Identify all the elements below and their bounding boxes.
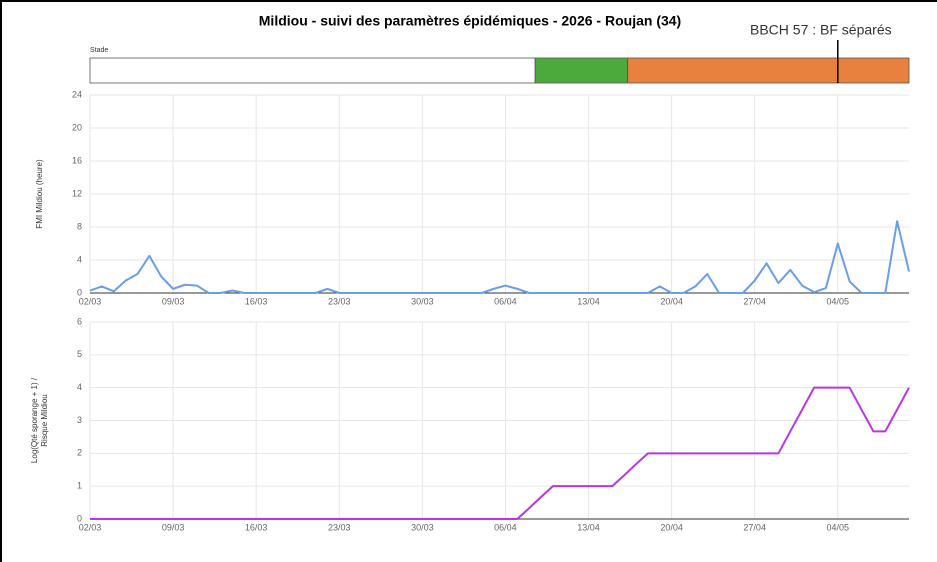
y-tick-label: 20 [72, 122, 82, 132]
y-tick-label: 0 [77, 513, 82, 523]
x-tick-label: 23/03 [328, 522, 351, 532]
x-tick-label: 13/04 [577, 296, 600, 306]
marker-annotation: BBCH 57 : BF séparés [750, 22, 892, 38]
y-tick-label: 4 [77, 254, 82, 264]
x-tick-label: 02/03 [79, 522, 102, 532]
stage-segment [89, 57, 536, 84]
y-tick-label: 5 [77, 349, 82, 359]
y-tick-label: 24 [72, 89, 82, 99]
x-tick-label: 27/04 [743, 296, 766, 306]
stage-label: Stade [90, 47, 108, 54]
y-axis-label: FMI Mildiou (heure) [35, 159, 44, 229]
x-tick-label: 09/03 [162, 296, 185, 306]
y-tick-label: 6 [77, 316, 82, 326]
x-tick-label: 30/03 [411, 522, 434, 532]
y-tick-label: 8 [77, 221, 82, 231]
y-tick-label: 4 [77, 382, 82, 392]
y-tick-label: 2 [77, 448, 82, 458]
series-line [90, 386, 910, 520]
y-axis-label: Log(Qté sporange + 1) / [30, 377, 39, 463]
x-tick-label: 16/03 [245, 296, 268, 306]
y-tick-label: 3 [77, 415, 82, 425]
x-tick-label: 23/03 [328, 296, 351, 306]
y-axis-label: Risque Mildiou [40, 394, 49, 446]
x-tick-label: 04/05 [827, 522, 850, 532]
x-tick-label: 20/04 [660, 522, 683, 532]
x-tick-label: 04/05 [827, 296, 850, 306]
x-tick-label: 27/04 [743, 522, 766, 532]
x-tick-label: 06/04 [494, 296, 517, 306]
y-tick-label: 12 [72, 188, 82, 198]
x-tick-label: 06/04 [494, 522, 517, 532]
x-tick-label: 20/04 [660, 296, 683, 306]
y-tick-label: 1 [77, 481, 82, 491]
x-tick-label: 09/03 [162, 522, 185, 532]
stage-segment [534, 57, 629, 84]
chart-title: Mildiou - suivi des paramètres épidémiqu… [259, 13, 681, 29]
x-tick-label: 16/03 [245, 522, 268, 532]
x-tick-label: 30/03 [411, 296, 434, 306]
y-tick-label: 0 [77, 287, 82, 297]
series-line [89, 220, 910, 294]
x-tick-label: 13/04 [577, 522, 600, 532]
x-tick-label: 02/03 [79, 296, 102, 306]
stage-segment [627, 57, 910, 84]
y-tick-label: 16 [72, 155, 82, 165]
